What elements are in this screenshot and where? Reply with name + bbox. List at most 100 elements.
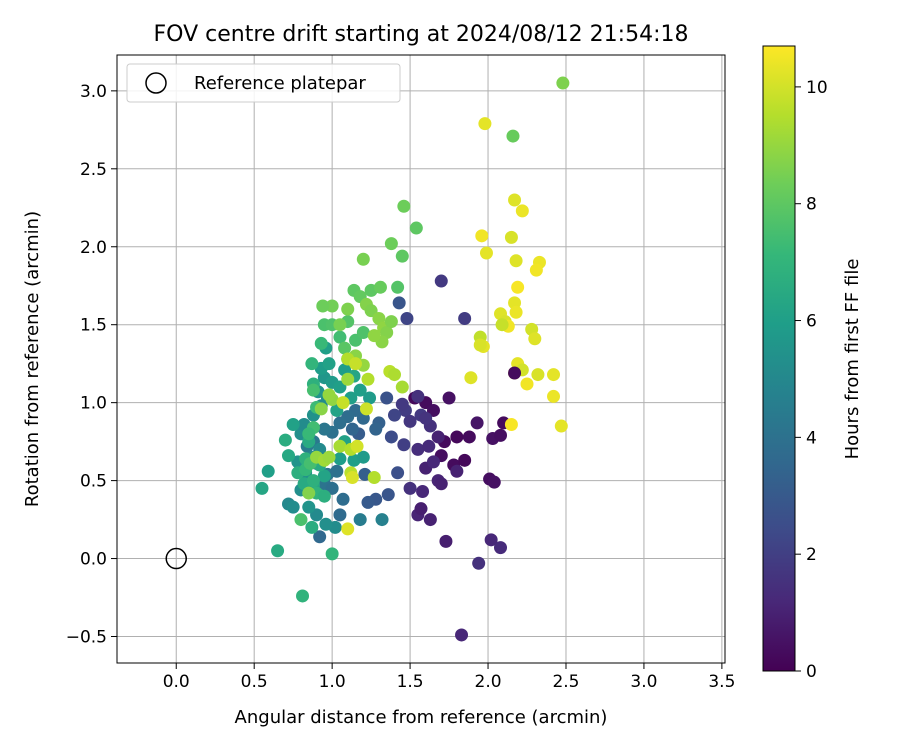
legend-marker-icon xyxy=(145,72,167,94)
data-point xyxy=(325,299,339,313)
data-point xyxy=(305,357,319,371)
data-point xyxy=(305,520,319,534)
data-point xyxy=(306,474,320,488)
data-point xyxy=(373,280,387,294)
axes-frame xyxy=(116,54,726,664)
data-point xyxy=(442,391,456,405)
data-point xyxy=(515,204,529,218)
data-point xyxy=(350,439,364,453)
y-tick-label: −0.5 xyxy=(66,627,107,647)
data-point xyxy=(479,246,493,260)
data-point xyxy=(367,470,381,484)
data-point xyxy=(426,455,440,469)
data-point xyxy=(330,464,344,478)
data-point xyxy=(387,408,401,422)
data-point xyxy=(380,391,394,405)
data-point xyxy=(484,533,498,547)
data-point xyxy=(509,254,523,268)
x-tick-label: 1.0 xyxy=(319,672,346,692)
data-point xyxy=(322,357,336,371)
data-point xyxy=(261,464,275,478)
data-point xyxy=(494,541,508,555)
data-points xyxy=(255,76,570,642)
data-point xyxy=(419,411,433,425)
legend-box xyxy=(126,63,401,103)
x-axis-label: Angular distance from reference (arcmin) xyxy=(235,707,608,728)
colorbar-tick-label: 0 xyxy=(806,662,817,682)
data-point xyxy=(314,336,328,350)
data-point xyxy=(508,193,522,207)
data-point xyxy=(336,492,350,506)
data-point xyxy=(271,544,285,558)
data-point xyxy=(450,464,464,478)
data-point xyxy=(520,377,534,391)
data-point xyxy=(504,417,518,431)
data-point xyxy=(286,417,300,431)
colorbar-tick-label: 2 xyxy=(806,545,817,565)
data-point xyxy=(462,430,476,444)
data-point xyxy=(450,430,464,444)
data-point xyxy=(375,513,389,527)
data-point xyxy=(302,486,316,500)
colorbar-tick-label: 4 xyxy=(806,428,817,448)
data-point xyxy=(336,396,350,410)
data-point xyxy=(403,414,417,428)
data-point xyxy=(333,330,347,344)
data-point xyxy=(411,442,425,456)
data-point xyxy=(361,495,375,509)
legend-label: Reference platepar xyxy=(194,73,366,94)
data-point xyxy=(472,556,486,570)
data-point xyxy=(395,397,409,411)
data-point xyxy=(341,372,355,386)
data-point xyxy=(431,430,445,444)
data-point xyxy=(384,237,398,251)
data-point xyxy=(434,274,448,288)
y-axis-label: Rotation from reference (arcmin) xyxy=(22,211,43,507)
data-point xyxy=(325,547,339,561)
data-point xyxy=(338,341,352,355)
data-point xyxy=(391,280,405,294)
data-point xyxy=(314,402,328,416)
data-point xyxy=(478,117,492,131)
chart-title: FOV centre drift starting at 2024/08/12 … xyxy=(154,22,689,47)
data-point xyxy=(473,338,487,352)
y-tick-label: 0.5 xyxy=(80,472,107,492)
data-point xyxy=(333,439,347,453)
data-point xyxy=(255,481,269,495)
x-tick-label: 2.5 xyxy=(552,672,579,692)
data-point xyxy=(509,305,523,319)
data-point xyxy=(306,383,320,397)
data-point xyxy=(281,449,295,463)
data-point xyxy=(369,422,383,436)
data-point xyxy=(313,530,327,544)
x-tick-label: 0.5 xyxy=(241,672,268,692)
colorbar-gradient xyxy=(762,45,796,672)
data-point xyxy=(495,318,509,332)
data-point xyxy=(494,428,508,442)
colorbar-ticks: 0 2 4 6 8 10 xyxy=(795,78,828,682)
data-point xyxy=(529,263,543,277)
data-point xyxy=(392,296,406,310)
data-point xyxy=(341,522,355,536)
data-point xyxy=(397,199,411,213)
x-tick-label: 3.0 xyxy=(630,672,657,692)
data-point xyxy=(400,311,414,325)
y-tick-label: 3.0 xyxy=(80,82,107,102)
data-point xyxy=(531,368,545,382)
data-point xyxy=(554,419,568,433)
data-point xyxy=(345,470,359,484)
data-point xyxy=(504,230,518,244)
data-point xyxy=(423,513,437,527)
data-point xyxy=(395,380,409,394)
data-point xyxy=(547,389,561,403)
data-point xyxy=(294,513,308,527)
data-point xyxy=(322,450,336,464)
data-point xyxy=(319,517,333,531)
colorbar-label: Hours from first FF file xyxy=(842,259,863,460)
data-point xyxy=(528,332,542,346)
data-point xyxy=(361,372,375,386)
legend: Reference platepar xyxy=(126,63,401,103)
data-point xyxy=(384,430,398,444)
data-point xyxy=(278,433,292,447)
